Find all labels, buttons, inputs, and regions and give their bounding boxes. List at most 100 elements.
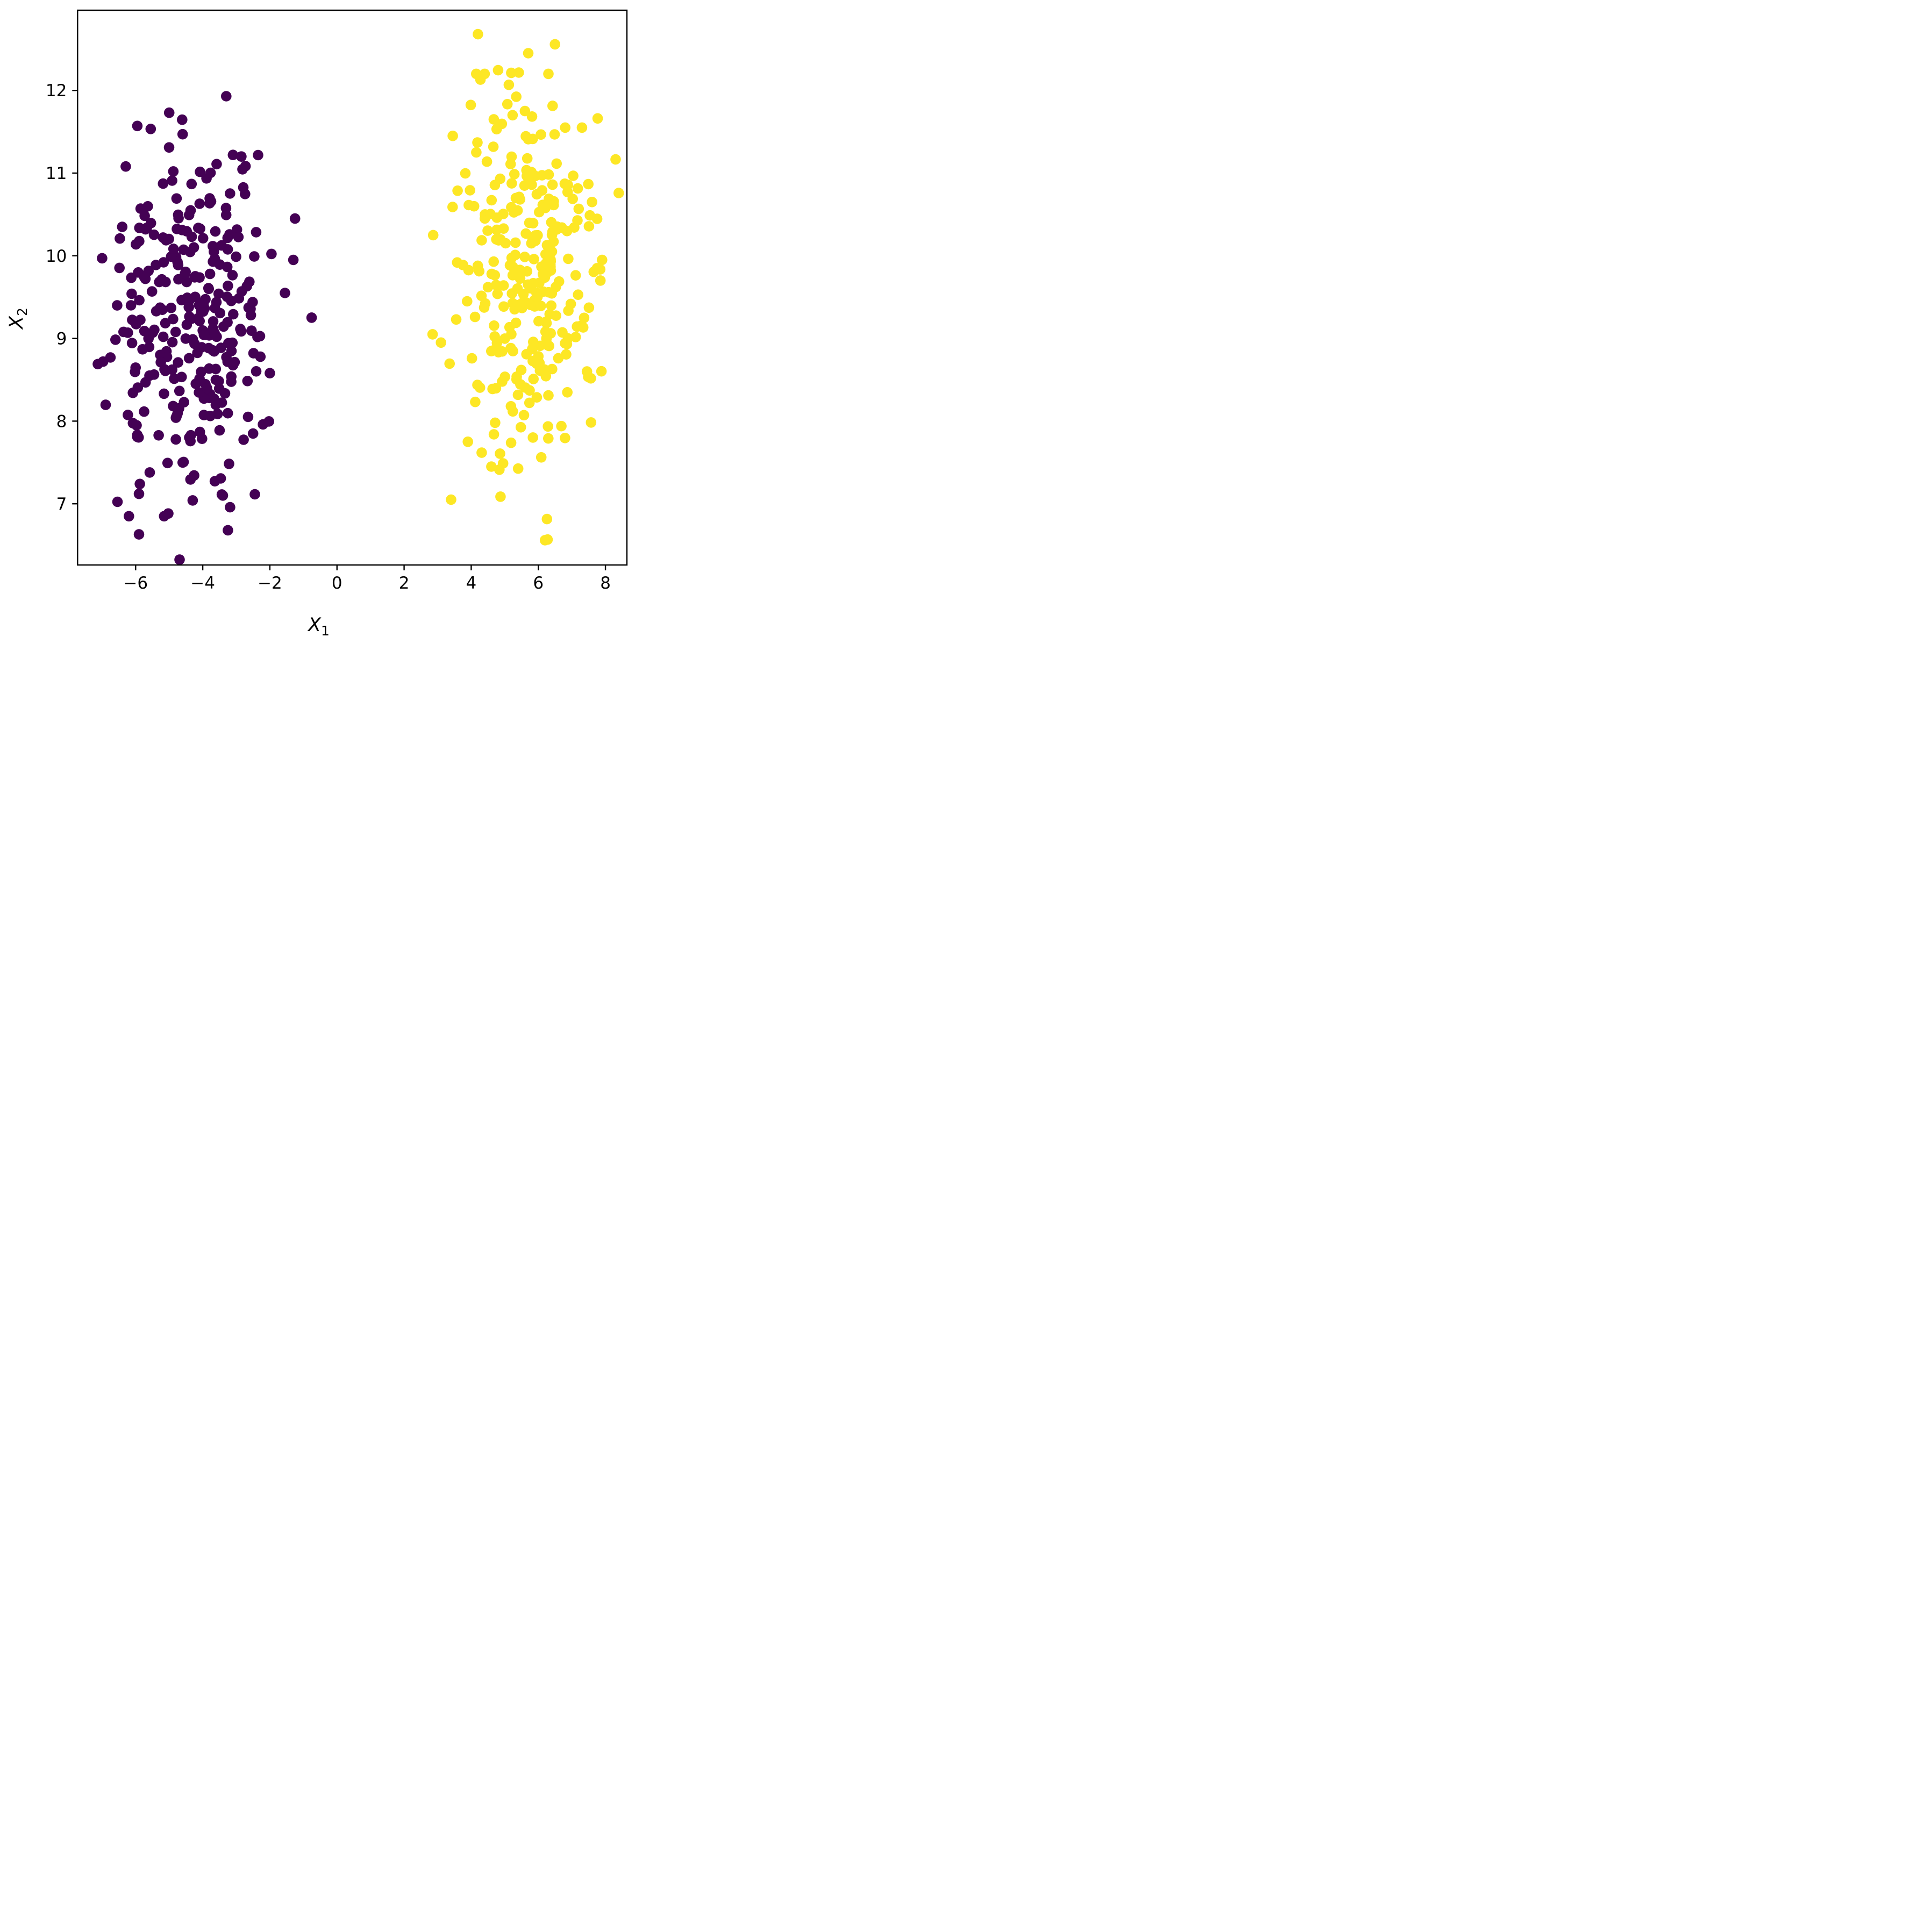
data-point (139, 406, 149, 417)
data-point (532, 291, 543, 302)
data-point (125, 300, 137, 311)
data-point (482, 225, 493, 236)
data-point (236, 151, 247, 162)
data-point (132, 430, 143, 440)
data-point (214, 425, 225, 436)
data-point (227, 337, 238, 348)
data-point (515, 264, 525, 275)
data-point (543, 169, 554, 180)
y-axis-tick-label: 9 (56, 330, 67, 349)
data-point (163, 142, 175, 153)
data-point (523, 48, 534, 59)
data-point (528, 337, 539, 347)
data-point (240, 161, 251, 171)
data-point (543, 287, 554, 298)
data-point (197, 433, 208, 444)
y-axis-tick-label: 12 (46, 81, 67, 101)
data-point (263, 416, 275, 427)
data-point (561, 349, 572, 360)
data-point (238, 182, 249, 193)
data-point (498, 209, 509, 219)
data-point (134, 295, 145, 306)
data-point (118, 326, 129, 338)
y-axis-tick-label: 8 (56, 412, 67, 431)
data-point (209, 327, 220, 338)
data-point (184, 311, 195, 322)
data-point (216, 342, 226, 353)
data-point (186, 178, 197, 190)
data-point (202, 383, 212, 393)
data-point (222, 232, 233, 244)
data-point (194, 387, 204, 398)
data-point (495, 234, 506, 245)
data-point (518, 289, 529, 299)
data-point (216, 397, 227, 408)
data-point (503, 80, 515, 90)
data-point (595, 275, 606, 286)
data-point (563, 305, 574, 316)
data-point (222, 356, 233, 367)
data-point (112, 496, 123, 507)
data-point (251, 366, 262, 377)
data-point (177, 457, 188, 468)
data-point (522, 153, 533, 164)
data-point (511, 371, 522, 382)
data-point (515, 422, 526, 433)
data-point (189, 470, 199, 481)
data-point (115, 233, 125, 244)
data-point (543, 421, 553, 432)
data-point (489, 331, 500, 342)
data-point (465, 99, 476, 111)
data-point (158, 257, 169, 268)
data-point (596, 366, 607, 377)
data-point (472, 380, 483, 390)
data-point (549, 39, 560, 50)
data-point (160, 366, 171, 376)
data-point (227, 270, 238, 281)
data-point (97, 253, 108, 264)
data-point (117, 221, 128, 232)
data-point (436, 337, 446, 348)
data-point (144, 370, 155, 381)
data-point (576, 122, 588, 133)
data-point (249, 251, 260, 262)
data-point (581, 366, 593, 377)
data-point (247, 297, 258, 307)
data-point (487, 383, 498, 395)
data-point (173, 213, 184, 224)
data-point (540, 326, 551, 337)
data-point (213, 288, 224, 299)
data-point (170, 434, 181, 445)
data-point (489, 180, 501, 191)
data-point (133, 488, 145, 499)
data-point (180, 268, 190, 280)
data-point (253, 149, 263, 161)
data-point (573, 203, 584, 214)
data-point (486, 195, 497, 206)
data-point (159, 511, 170, 522)
data-point (519, 105, 531, 117)
data-point (144, 467, 155, 478)
data-point (572, 183, 583, 194)
data-point (209, 476, 220, 486)
x-axis-tick-label: 2 (399, 574, 410, 593)
data-point (495, 448, 505, 459)
data-point (174, 385, 185, 397)
data-point (245, 310, 256, 321)
data-point (520, 131, 531, 142)
data-point (151, 306, 162, 317)
data-point (536, 300, 546, 311)
data-point (498, 223, 509, 234)
data-point (583, 221, 595, 232)
data-point (506, 178, 517, 189)
data-point (511, 91, 522, 102)
data-point (527, 218, 539, 229)
data-point (498, 280, 509, 291)
data-point (466, 353, 477, 364)
data-point (208, 241, 218, 252)
data-point (499, 333, 510, 344)
data-point (186, 231, 197, 242)
data-point (486, 346, 497, 356)
data-point (479, 68, 490, 80)
data-point (462, 296, 473, 307)
